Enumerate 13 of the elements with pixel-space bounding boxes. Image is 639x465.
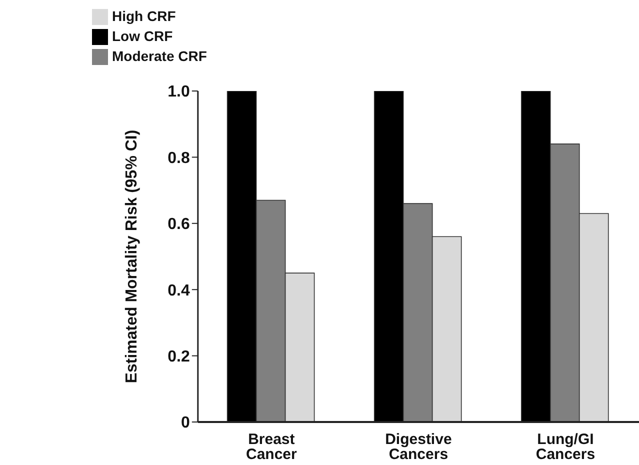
legend-label: High CRF (112, 8, 176, 24)
y-tick-label: 0.6 (168, 216, 190, 234)
x-tick-label: Breast Cancer (246, 431, 298, 463)
x-tick-label: Lung/GI Cancers (536, 431, 596, 463)
y-tick-label: 0.8 (168, 150, 190, 167)
x-tick-label: Digestive Cancers (385, 431, 452, 463)
y-tick-label: 0.2 (168, 348, 190, 366)
y-tick-label: 1.0 (168, 84, 190, 101)
legend-label: Low CRF (112, 28, 173, 44)
y-tick-label: 0 (181, 414, 190, 432)
legend-label: Moderate CRF (112, 48, 207, 64)
y-tick-label: 0.4 (168, 282, 190, 300)
y-axis-title: Estimated Mortality Risk (95% CI) (124, 130, 141, 384)
